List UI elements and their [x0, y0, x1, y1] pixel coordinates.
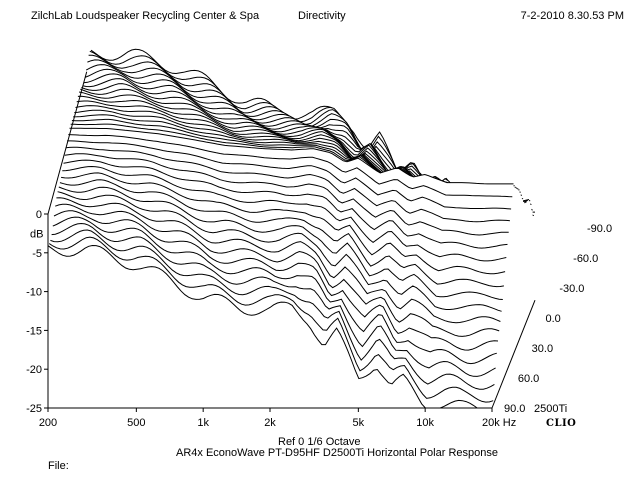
- y-tick-label: -10: [26, 287, 42, 299]
- header-title-left: ZilchLab Loudspeaker Recycling Center & …: [31, 10, 260, 22]
- waterfall-curve: [64, 153, 509, 236]
- waterfall-curve: [52, 216, 497, 365]
- waterfall-curve: [69, 127, 514, 185]
- waterfall-curve: [57, 191, 502, 312]
- chart-subtitle: AR4x EconoWave PT-D95HF D2500Ti Horizont…: [176, 447, 498, 459]
- x-tick-label: 1k: [197, 417, 209, 429]
- y-tick-label: -5: [32, 248, 42, 260]
- waterfall-curve: [63, 159, 508, 249]
- z-tick-label: 0.0: [546, 313, 561, 325]
- clio-logo: CLIO: [546, 418, 577, 429]
- x-tick-label: 2k: [264, 417, 276, 429]
- z-tick-label: 90.0: [504, 403, 525, 415]
- waterfall-curve: [67, 140, 512, 210]
- reference-line: Ref 0 1/6 Octave: [278, 436, 361, 448]
- x-tick-label: 500: [127, 417, 145, 429]
- waterfall-curve: [47, 244, 492, 409]
- y-axis-label: dB: [30, 228, 43, 240]
- x-tick-label: 5k: [353, 417, 365, 429]
- z-tick-label: -60.0: [573, 253, 598, 265]
- z-tick-label: 60.0: [518, 373, 539, 385]
- waterfall-curve: [53, 210, 499, 351]
- waterfall-curve: [68, 134, 513, 198]
- waterfall-curve: [48, 236, 494, 403]
- y-tick-label: 0: [36, 209, 42, 221]
- x-tick-label: 200: [39, 417, 57, 429]
- header-chart-title: Directivity: [298, 10, 346, 22]
- y-tick-label: -15: [26, 325, 42, 337]
- file-label: File:: [48, 460, 69, 472]
- waterfall-curve: [58, 186, 503, 300]
- chart-ticks: 0 -5 -10 -15 -20 -25 dB 200 500 1k 2k 5k 10k 20k Hz 90…: [26, 209, 612, 429]
- z-tick-label: 30.0: [532, 343, 553, 355]
- waterfall-curve: [55, 203, 500, 337]
- z-tick-label: -90.0: [587, 223, 612, 235]
- waterfall-curve-fill: [48, 245, 492, 408]
- z-tick-label: -30.0: [559, 283, 584, 295]
- x-tick-label: 10k: [416, 417, 434, 429]
- waterfall-curve: [65, 146, 510, 223]
- back-edge-line: [47, 71, 88, 215]
- waterfall-curve: [56, 197, 501, 324]
- waterfall-curve: [59, 179, 504, 288]
- waterfall-curve: [51, 222, 496, 377]
- header-timestamp: 7-2-2010 8.30.53 PM: [520, 10, 624, 22]
- waterfall-curves: [47, 48, 535, 409]
- z-axis-name: 2500Ti: [534, 403, 567, 415]
- waterfall-curve: [50, 229, 495, 390]
- z-axis-line: [491, 300, 536, 409]
- x-tick-label: 20k Hz: [482, 417, 516, 429]
- waterfall-curve: [62, 165, 507, 262]
- y-tick-label: -25: [26, 403, 42, 415]
- y-tick-label: -20: [26, 364, 42, 376]
- waterfall-curve: [61, 172, 506, 275]
